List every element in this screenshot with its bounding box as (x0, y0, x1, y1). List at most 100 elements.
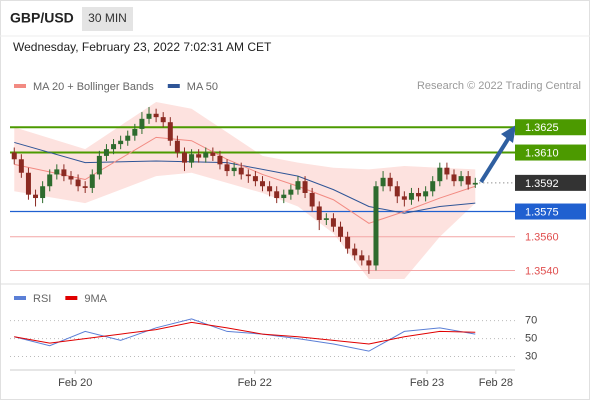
candle-body (96, 155, 102, 175)
candle-body (11, 152, 17, 160)
forecast-arrowhead (501, 125, 516, 143)
candle-body (352, 248, 358, 256)
candle-body (40, 186, 46, 199)
legend-swatch (14, 84, 26, 88)
candle-body (89, 174, 95, 188)
candle-body (295, 181, 301, 190)
candle-body (472, 182, 478, 185)
level-label: 1.3592 (525, 178, 559, 190)
candle-body (139, 118, 145, 129)
bollinger-band (14, 101, 476, 279)
candle-body (316, 206, 322, 220)
legend-label: RSI (33, 293, 51, 305)
ma50-line (14, 141, 476, 214)
candle-body (245, 174, 251, 177)
candle-body (387, 177, 393, 187)
candle-body (373, 186, 379, 266)
candle-body (458, 176, 464, 182)
level-label-box (515, 144, 586, 161)
candle-body (330, 218, 336, 227)
level-label-box (515, 174, 586, 191)
candle-body (111, 144, 117, 150)
candle-body (174, 140, 180, 153)
candle-body (430, 181, 436, 192)
candle-body (451, 174, 457, 182)
candle-body (68, 176, 74, 180)
candle-body (103, 149, 109, 156)
candle-body (238, 167, 244, 175)
candle-body (252, 176, 258, 182)
candle-body (260, 181, 265, 187)
legend-swatch (65, 296, 78, 300)
candle-body (189, 154, 195, 163)
rsi-line (14, 318, 476, 352)
datetime: Wednesday, February 23, 2022 7:02:31 AM … (13, 40, 272, 54)
forecast-arrow (479, 134, 512, 184)
candle-body (181, 152, 187, 163)
x-tick-label: Feb 28 (479, 377, 513, 389)
legend-swatch (167, 84, 180, 88)
candle-body (359, 255, 365, 261)
candle-body (465, 176, 471, 185)
candle-body (217, 155, 223, 165)
level-label: 1.3625 (525, 122, 559, 134)
level-label-box (515, 203, 586, 220)
rsi-tick-label: 50 (525, 332, 537, 344)
candle-body (54, 169, 60, 175)
candle-body (224, 164, 230, 172)
candle-body (47, 174, 53, 187)
candle-body (423, 191, 429, 197)
candle-body (437, 167, 443, 182)
candle-body (153, 113, 159, 118)
rsi-tick-label: 30 (525, 350, 537, 362)
rsi-line (14, 321, 476, 345)
x-tick-label: Feb 23 (410, 377, 444, 389)
candle-body (196, 154, 202, 158)
candle-body (18, 159, 24, 173)
candle-body (401, 196, 407, 200)
candle-body (160, 117, 166, 123)
candle-body (302, 181, 308, 193)
candle-body (146, 113, 152, 119)
candle-body (125, 135, 131, 141)
candle-body (338, 226, 344, 237)
credit: Research © 2022 Trading Central (417, 80, 581, 92)
timeframe[interactable]: 30 MIN (88, 11, 127, 25)
level-label: 1.3575 (525, 206, 559, 218)
level-label: 1.3560 (525, 232, 559, 244)
timeframe-badge[interactable] (82, 7, 133, 31)
legend-label: MA 20 + Bollinger Bands (33, 81, 154, 93)
candle-body (323, 218, 329, 220)
candle-body (394, 186, 400, 197)
candle-body (288, 189, 294, 195)
candle-body (274, 191, 280, 199)
candle-body (82, 186, 88, 188)
candle-body (118, 140, 124, 145)
x-tick-label: Feb 22 (238, 377, 272, 389)
candle-body (309, 192, 315, 207)
legend-label: MA 50 (187, 81, 218, 93)
level-label-box (515, 119, 586, 136)
candle-body (281, 194, 287, 199)
candle-body (366, 260, 372, 266)
rsi-tick-label: 70 (525, 315, 537, 327)
level-label: 1.3540 (525, 265, 559, 277)
candle-body (380, 177, 386, 187)
symbol: GBP/USD (10, 10, 74, 26)
candle-body (210, 152, 216, 156)
candle-body (345, 236, 351, 249)
candle-body (408, 192, 414, 200)
legend-label: 9MA (84, 293, 107, 305)
candle-body (416, 192, 422, 197)
candle-body (25, 172, 31, 195)
candle-body (33, 194, 39, 199)
legend-swatch (14, 296, 26, 300)
candle-body (167, 122, 173, 141)
ma20-line (14, 136, 476, 224)
candle-body (231, 167, 237, 172)
candle-body (75, 179, 81, 187)
candle-body (267, 186, 273, 192)
candle-body (444, 167, 450, 175)
